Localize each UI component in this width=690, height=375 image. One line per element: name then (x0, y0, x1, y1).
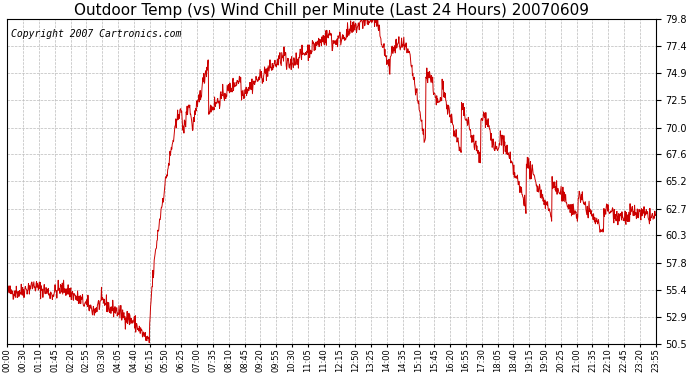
Text: Copyright 2007 Cartronics.com: Copyright 2007 Cartronics.com (10, 29, 181, 39)
Title: Outdoor Temp (vs) Wind Chill per Minute (Last 24 Hours) 20070609: Outdoor Temp (vs) Wind Chill per Minute … (74, 3, 589, 18)
